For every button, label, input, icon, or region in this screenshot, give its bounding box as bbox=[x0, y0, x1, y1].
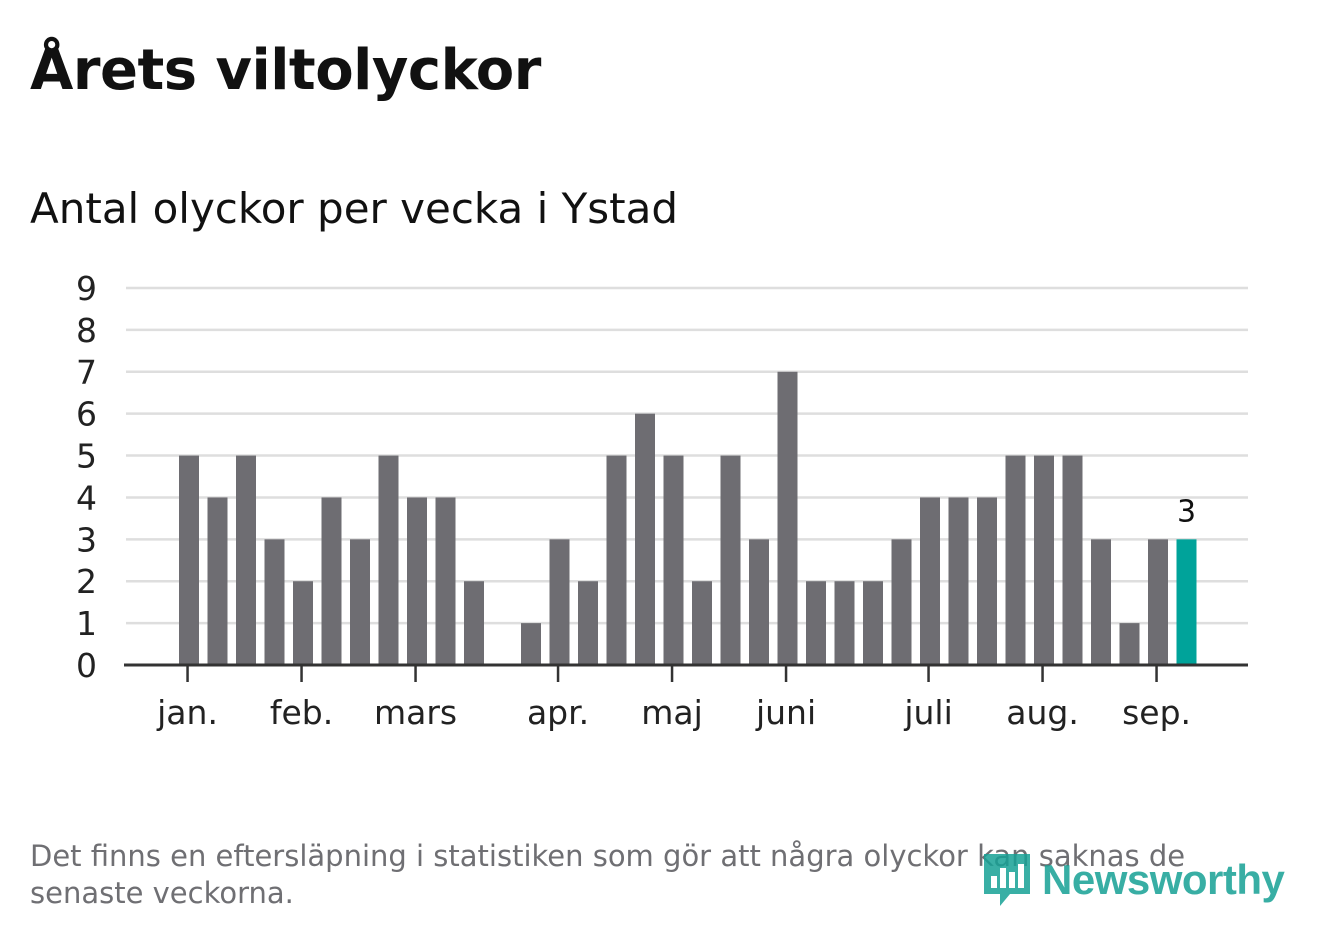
x-tick-label: juli bbox=[903, 693, 952, 732]
x-axis-ticks: jan. feb. mars apr. maj juni juli aug. sep. bbox=[156, 665, 1191, 732]
bar-highlighted bbox=[1176, 539, 1197, 665]
bar bbox=[606, 455, 627, 665]
x-tick-label: apr. bbox=[527, 693, 589, 732]
bars: 3 bbox=[179, 371, 1197, 665]
highlight-value-label: 3 bbox=[1177, 494, 1196, 529]
bar bbox=[806, 581, 826, 665]
bar bbox=[521, 623, 541, 665]
y-tick-label: 8 bbox=[76, 311, 97, 350]
newsworthy-logo: Newsworthy bbox=[980, 850, 1285, 910]
chart-subtitle: Antal olyckor per vecka i Ystad bbox=[30, 184, 679, 233]
y-tick-label: 7 bbox=[76, 353, 97, 392]
bar bbox=[720, 455, 741, 665]
x-tick-label: jan. bbox=[156, 693, 218, 732]
bar bbox=[977, 497, 997, 665]
y-tick-label: 9 bbox=[76, 269, 97, 308]
bar-chart-speech-bubble-icon bbox=[984, 854, 1030, 906]
bar bbox=[350, 539, 370, 665]
bar bbox=[207, 497, 228, 665]
y-tick-label: 6 bbox=[76, 395, 97, 434]
y-tick-label: 0 bbox=[76, 646, 97, 685]
logo-text: Newsworthy bbox=[1042, 856, 1285, 903]
bar bbox=[692, 581, 712, 665]
bar bbox=[749, 539, 769, 665]
bar bbox=[179, 455, 199, 665]
x-tick-label: mars bbox=[374, 693, 457, 732]
bar bbox=[663, 455, 684, 665]
bar bbox=[1062, 455, 1083, 665]
bar bbox=[464, 581, 484, 665]
bar bbox=[777, 371, 798, 665]
x-tick-label: sep. bbox=[1122, 693, 1191, 732]
x-tick-label: juni bbox=[755, 693, 816, 732]
bar bbox=[1119, 623, 1140, 665]
bar bbox=[578, 581, 598, 665]
bar bbox=[948, 497, 969, 665]
bar bbox=[378, 455, 399, 665]
bar bbox=[1005, 455, 1026, 665]
bar bbox=[435, 497, 456, 665]
bar bbox=[321, 497, 342, 665]
x-tick-label: feb. bbox=[270, 693, 333, 732]
y-tick-label: 1 bbox=[76, 604, 97, 643]
y-tick-label: 4 bbox=[76, 478, 97, 517]
chart-title: Årets viltolyckor bbox=[30, 38, 541, 103]
grid-lines bbox=[126, 286, 1248, 625]
bar bbox=[863, 581, 883, 665]
bar bbox=[264, 539, 285, 665]
y-tick-label: 2 bbox=[76, 562, 97, 601]
bar bbox=[549, 539, 570, 665]
bar bbox=[635, 413, 655, 665]
bar bbox=[891, 539, 912, 665]
bar bbox=[407, 497, 427, 665]
bar bbox=[834, 581, 855, 665]
bar bbox=[236, 455, 256, 665]
bar bbox=[1034, 455, 1054, 665]
y-tick-label: 3 bbox=[76, 520, 97, 559]
bar bbox=[1091, 539, 1111, 665]
y-tick-label: 5 bbox=[76, 437, 97, 476]
x-tick-label: aug. bbox=[1006, 693, 1079, 732]
x-tick-label: maj bbox=[641, 693, 703, 732]
bar bbox=[1148, 539, 1168, 665]
bar bbox=[293, 581, 313, 665]
bar bbox=[920, 497, 940, 665]
